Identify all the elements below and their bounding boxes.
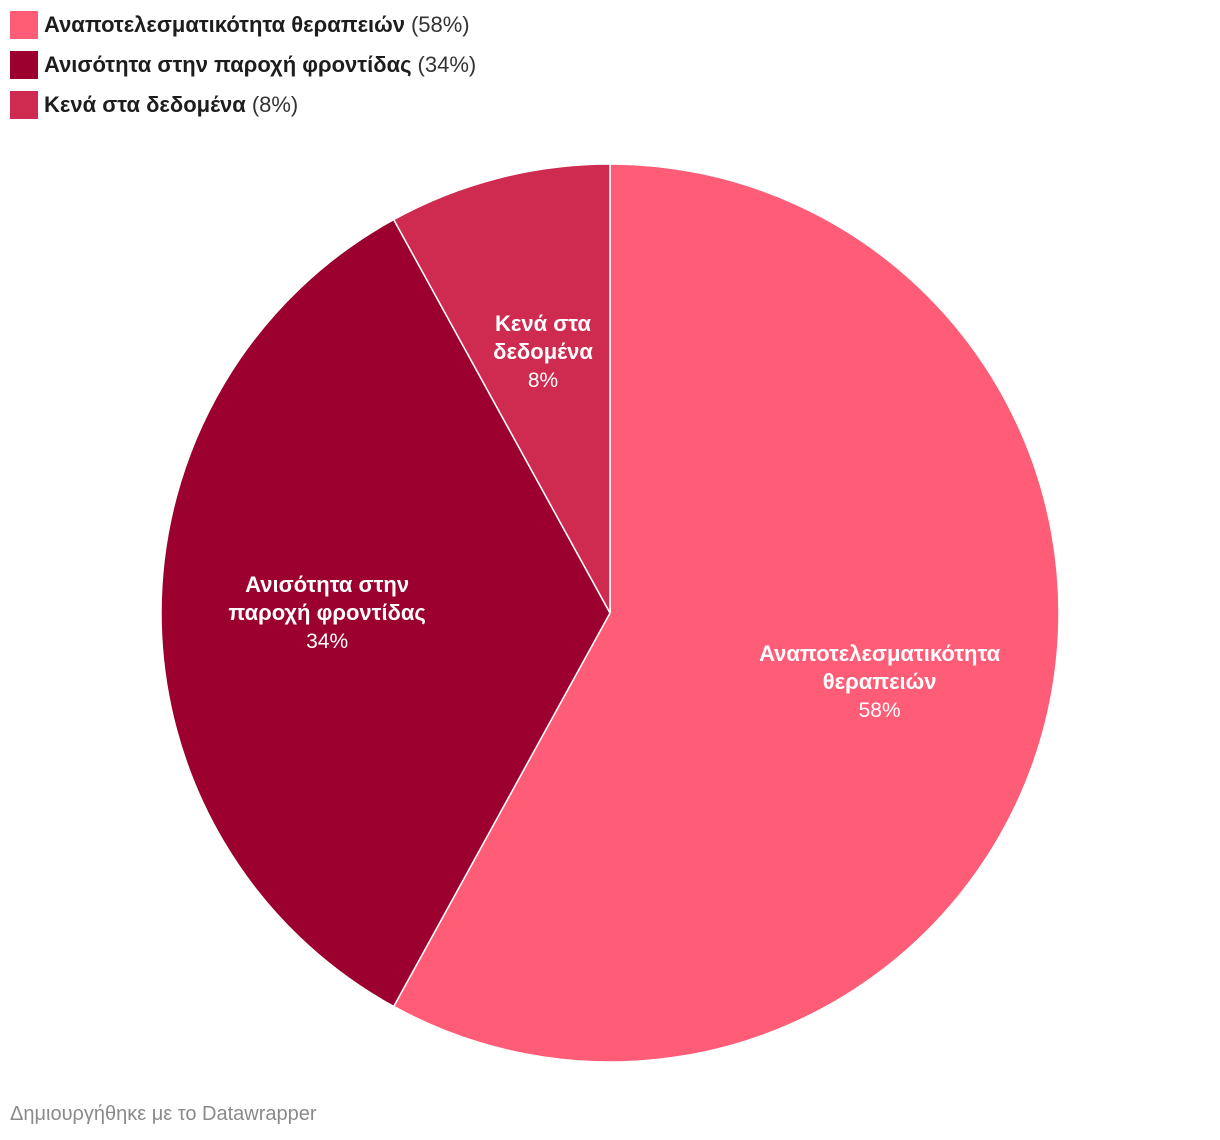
- legend-value: (8%): [251, 92, 299, 117]
- slice-label-value: 34%: [306, 630, 348, 653]
- slice-label-name: δεδομένα: [493, 339, 593, 364]
- legend-label: Ανισότητα στην παροχή φροντίδας: [44, 52, 412, 77]
- slice-label-name: παροχή φροντίδας: [228, 600, 425, 625]
- slice-label-2: Κενά στα δεδομένα 8%: [493, 311, 593, 392]
- legend-label: Κενά στα δεδομένα: [44, 92, 246, 117]
- slice-label-value: 58%: [859, 699, 901, 722]
- slice-label-name: Κενά στα: [495, 311, 591, 336]
- legend-item-care-inequality: Ανισότητα στην παροχή φροντίδας (34%): [10, 50, 476, 80]
- legend-item-ineffective-treatments: Αναποτελεσματικότητα θεραπειών (58%): [10, 10, 476, 40]
- slice-label-value: 8%: [528, 369, 558, 392]
- legend-item-data-gaps: Κενά στα δεδομένα (8%): [10, 90, 476, 120]
- slice-label-name: Αναποτελεσματικότητα: [759, 641, 1001, 666]
- pie-slice-2: [392, 163, 611, 614]
- legend-value: (58%): [410, 12, 470, 37]
- chart-legend: Αναποτελεσματικότητα θεραπειών (58%) Ανι…: [10, 10, 476, 130]
- slice-label-1: Ανισότητα στην παροχή φροντίδας 34%: [228, 572, 425, 653]
- slice-label-name: Ανισότητα στην: [245, 572, 409, 597]
- pie-slice-0: [392, 163, 1060, 1063]
- legend-swatch: [10, 91, 38, 119]
- legend-swatch: [10, 51, 38, 79]
- pie-slice-1: [160, 218, 611, 1008]
- slice-label-0: Αναποτελεσματικότητα θεραπειών 58%: [759, 641, 1001, 722]
- legend-value: (34%): [417, 52, 477, 77]
- legend-swatch: [10, 11, 38, 39]
- datawrapper-credit: Δημιουργήθηκε με το Datawrapper: [10, 1103, 317, 1125]
- legend-label: Αναποτελεσματικότητα θεραπειών: [44, 12, 405, 37]
- slice-label-name: θεραπειών: [823, 669, 937, 694]
